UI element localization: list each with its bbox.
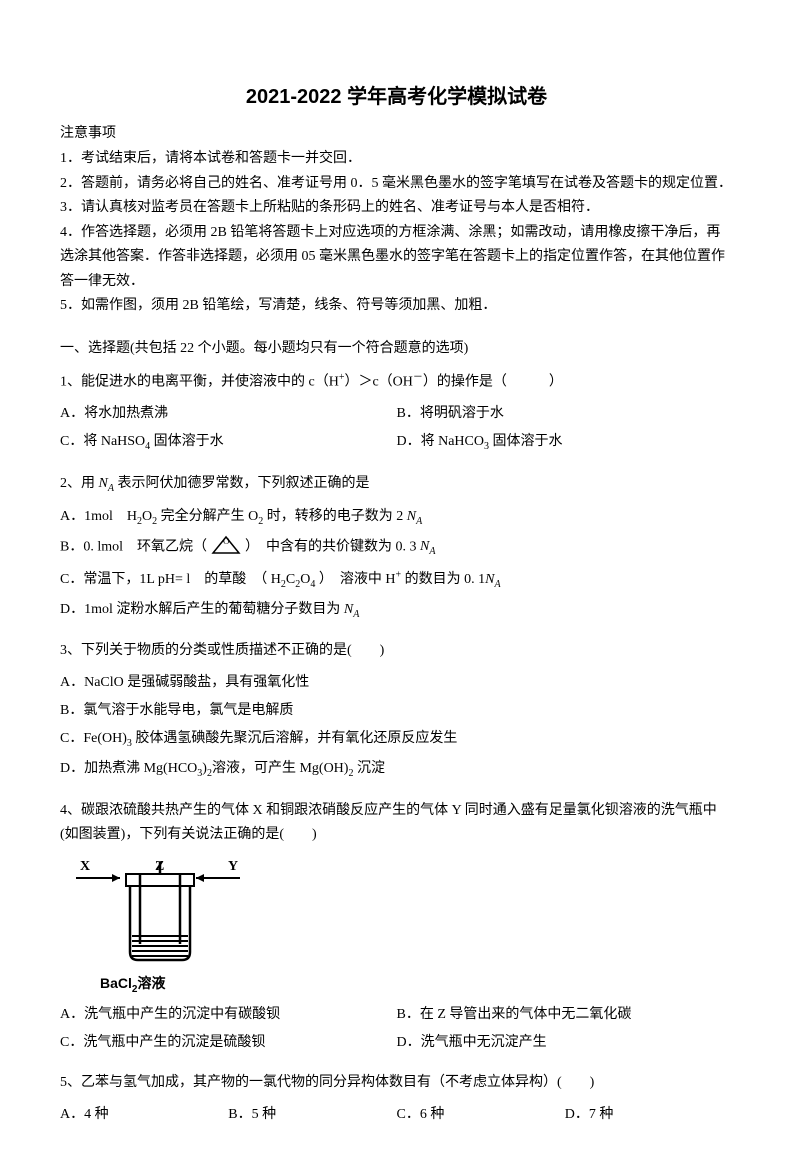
question-4: 4、碳跟浓硫酸共热产生的气体 X 和铜跟浓硝酸反应产生的气体 Y 同时通入盛有足…	[60, 799, 733, 847]
q5-options: A．4 种 B．5 种 C．6 种 D．7 种	[60, 1103, 733, 1131]
bacl2-text: BaCl	[100, 975, 132, 991]
q2-d-na-a: A	[353, 608, 359, 619]
q5-opt-b: B．5 种	[228, 1103, 396, 1123]
svg-text:O: O	[223, 536, 230, 546]
page-title: 2021-2022 学年高考化学模拟试卷	[60, 80, 733, 109]
gas-washing-diagram: X Y Z	[70, 856, 733, 995]
question-2: 2、用 NA 表示阿伏加德罗常数，下列叙述正确的是	[60, 472, 733, 497]
q4-options: A．洗气瓶中产生的沉淀中有碳酸钡 B．在 Z 导管出来的气体中无二氧化碳 C．洗…	[60, 1003, 733, 1059]
q2-c-4: ） 溶液中 H	[315, 572, 395, 587]
q2-b-na-a: A	[429, 546, 435, 557]
q2-c-na-a: A	[494, 579, 500, 590]
q2-d-1: D．1mol 淀粉水解后产生的葡萄糖分子数目为	[60, 602, 344, 617]
q3-opt-d: D．加热煮沸 Mg(HCO3)2溶液，可产生 Mg(OH)2 沉淀	[60, 757, 733, 779]
q2-stem-a: 2、用	[60, 476, 99, 491]
notice-3: 3．请认真核对监考员在答题卡上所粘贴的条形码上的姓名、准考证号与本人是否相符．	[60, 196, 733, 221]
question-3: 3、下列关于物质的分类或性质描述不正确的是( )	[60, 639, 733, 663]
epoxy-icon: O	[209, 535, 243, 560]
q2-c-3: O	[300, 572, 310, 587]
question-1: 1、能促进水的电离平衡，并使溶液中的 c（H+）＞c（OH－）的操作是（ ）	[60, 369, 733, 394]
exam-page: 2021-2022 学年高考化学模拟试卷 注意事项 1．考试结束后，请将本试卷和…	[0, 0, 793, 1171]
q1-opt-a: A．将水加热煮沸	[60, 402, 397, 422]
q1-c-a: C．将 NaHSO	[60, 434, 145, 449]
notice-2: 2．答题前，请务必将自己的姓名、准考证号用 0．5 毫米黑色墨水的签字笔填写在试…	[60, 172, 733, 197]
q2-na-n: N	[99, 476, 108, 491]
q2-a-3: 完全分解产生 O	[157, 509, 258, 524]
q1-opt-c: C．将 NaHSO4 固体溶于水	[60, 430, 397, 452]
q3-d-4: 沉淀	[353, 761, 385, 776]
q5-opt-a: A．4 种	[60, 1103, 228, 1123]
q3-opt-a: A．NaClO 是强碱弱酸盐，具有强氧化性	[60, 671, 733, 691]
q1-ohminus: －	[413, 372, 423, 383]
q4-opt-c: C．洗气瓶中产生的沉淀是硫酸钡	[60, 1031, 397, 1051]
q1-d-b: 固体溶于水	[489, 434, 563, 449]
q5-opt-d: D．7 种	[565, 1103, 733, 1123]
q3-options: A．NaClO 是强碱弱酸盐，具有强氧化性 B．氯气溶于水能导电，氯气是电解质 …	[60, 671, 733, 787]
q2-c-na: NA	[485, 572, 500, 587]
q4-opt-a: A．洗气瓶中产生的沉淀中有碳酸钡	[60, 1003, 397, 1023]
q3-opt-b: B．氯气溶于水能导电，氯气是电解质	[60, 699, 733, 719]
notice-1: 1．考试结束后，请将本试卷和答题卡一并交回．	[60, 147, 733, 172]
q3-c-1: C．Fe(OH)	[60, 731, 127, 746]
section-1-header: 一、选择题(共包括 22 个小题。每小题均只有一个符合题意的选项)	[60, 337, 733, 357]
q2-d-na: NA	[344, 602, 359, 617]
q2-opt-d: D．1mol 淀粉水解后产生的葡萄糖分子数目为 NA	[60, 598, 733, 620]
question-5: 5、乙苯与氢气加成，其产物的一氯代物的同分异构体数目有（不考虑立体异构）( )	[60, 1071, 733, 1095]
q2-opt-a: A．1mol H2O2 完全分解产生 O2 时，转移的电子数为 2 NA	[60, 505, 733, 527]
q2-b-2: ） 中含有的共价键数为 0. 3	[245, 539, 420, 554]
q2-b-na-n: N	[420, 539, 429, 554]
diagram-label-y: Y	[228, 859, 238, 874]
q2-options: A．1mol H2O2 完全分解产生 O2 时，转移的电子数为 2 NA B．0…	[60, 505, 733, 627]
q2-c-5: 的数目为 0. 1	[401, 572, 485, 587]
q1-c-b: 固体溶于水	[150, 434, 224, 449]
q3-c-2: 胶体遇氢碘酸先聚沉后溶解，并有氧化还原反应发生	[132, 731, 458, 746]
q1-opt-d: D．将 NaHCO3 固体溶于水	[397, 430, 734, 452]
q2-a-2: O	[142, 509, 152, 524]
q2-a-na-n: N	[407, 509, 416, 524]
q3-opt-c: C．Fe(OH)3 胶体遇氢碘酸先聚沉后溶解，并有氧化还原反应发生	[60, 727, 733, 749]
q2-b-na: NA	[420, 539, 435, 554]
q4-opt-d: D．洗气瓶中无沉淀产生	[397, 1031, 734, 1051]
notice-5: 5．如需作图，须用 2B 铅笔绘，写清楚，线条、符号等须加黑、加粗．	[60, 294, 733, 319]
q2-opt-c: C．常温下，1L pH= l 的草酸 （ H2C2O4 ） 溶液中 H+ 的数目…	[60, 568, 733, 590]
diagram-label-x: X	[80, 859, 90, 874]
q1-opt-b: B．将明矾溶于水	[397, 402, 734, 422]
q2-a-na-a: A	[416, 516, 422, 527]
q3-d-3: 溶液，可产生 Mg(OH)	[212, 761, 349, 776]
q2-a-4: 时，转移的电子数为 2	[263, 509, 407, 524]
q2-stem-b: 表示阿伏加德罗常数，下列叙述正确的是	[114, 476, 370, 491]
q1-stem-a: 1、能促进水的电离平衡，并使溶液中的 c（H	[60, 375, 339, 390]
notice-header: 注意事项	[60, 123, 733, 145]
q2-opt-b: B．0. lmol 环氧乙烷（ O ） 中含有的共价键数为 0. 3 NA	[60, 535, 733, 560]
q1-stem-c: ）的操作是（ ）	[423, 375, 563, 390]
q2-a-1: A．1mol H	[60, 509, 137, 524]
diagram-bacl2-label: BaCl2溶液	[100, 973, 733, 995]
q2-a-na: NA	[407, 509, 422, 524]
q1-d-a: D．将 NaHCO	[397, 434, 485, 449]
q2-na: NA	[99, 476, 114, 491]
notice-4: 4．作答选择题，必须用 2B 铅笔将答题卡上对应选项的方框涂满、涂黑；如需改动，…	[60, 221, 733, 295]
q5-opt-c: C．6 种	[397, 1103, 565, 1123]
q2-b-1: B．0. lmol 环氧乙烷（	[60, 539, 207, 554]
q1-stem-b: ）＞c（OH	[344, 375, 412, 390]
q1-options: A．将水加热煮沸 B．将明矾溶于水 C．将 NaHSO4 固体溶于水 D．将 N…	[60, 402, 733, 460]
q2-d-na-n: N	[344, 602, 353, 617]
q3-d-1: D．加热煮沸 Mg(HCO	[60, 761, 197, 776]
q4-opt-b: B．在 Z 导管出来的气体中无二氧化碳	[397, 1003, 734, 1023]
q2-c-2: C	[286, 572, 295, 587]
q2-c-1: C．常温下，1L pH= l 的草酸 （ H	[60, 572, 281, 587]
bacl2-suffix: 溶液	[137, 975, 165, 991]
